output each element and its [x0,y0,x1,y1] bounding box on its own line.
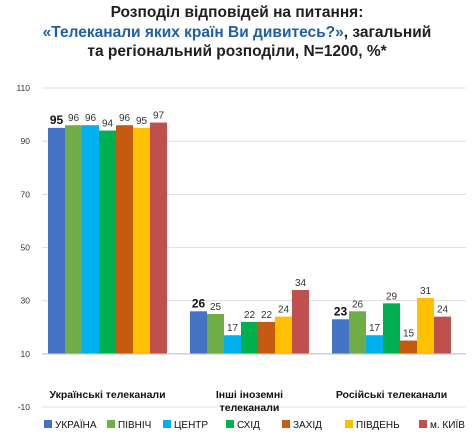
data-label: 96 [119,113,131,124]
y-tick-label: -10 [18,402,31,412]
bar [400,340,417,354]
category-label: Російські телеканали [336,389,447,401]
bar [292,290,309,354]
legend-label: СХІД [237,420,260,431]
y-tick-label: 30 [21,296,31,306]
y-tick-label: 70 [21,189,31,199]
category-label: телеканали [220,402,280,414]
legend-label: ПІВДЕНЬ [356,420,400,431]
data-label: 95 [50,113,64,127]
bar [241,321,258,354]
legend-label: ЗАХІД [293,420,322,431]
data-label: 94 [102,119,114,130]
bar [275,316,292,354]
title-line-1: Розподіл відповідей на питання: [110,4,364,21]
bar [150,122,167,354]
data-label: 22 [244,310,256,321]
legend-label: УКРАЇНА [55,419,97,431]
data-label: 31 [420,286,432,297]
title-line-2: «Телеканали яких країн Ви дивитесь?», за… [0,23,474,43]
data-label: 97 [153,111,165,122]
data-label: 22 [261,310,273,321]
legend-swatch [44,420,52,428]
bar [417,298,434,354]
y-tick-label: 50 [21,243,31,253]
bar [332,319,349,354]
legend-swatch [226,420,234,428]
data-label: 24 [278,305,290,316]
title-highlight: «Телеканали яких країн Ви дивитесь?» [42,23,344,41]
legend-swatch [107,420,115,428]
category-label: Інші іноземні [216,389,283,401]
bar [65,125,82,354]
data-label: 26 [192,296,206,310]
y-tick-label: 10 [21,349,31,359]
bar [48,127,65,354]
data-label: 26 [352,299,364,310]
data-label: 34 [295,278,307,289]
data-label: 96 [68,113,80,124]
bar [224,335,241,354]
legend-swatch [163,420,171,428]
legend-label: м. КИЇВ [430,419,465,431]
legend-swatch [345,420,353,428]
data-label: 95 [136,116,148,127]
data-label: 29 [386,291,398,302]
data-label: 25 [210,302,222,313]
y-tick-label: 110 [16,83,30,93]
data-label: 17 [227,323,239,334]
data-label: 17 [369,323,381,334]
legend-label: ПІВНІЧ [118,420,151,431]
data-label: 23 [334,304,348,318]
chart-title: Розподіл відповідей на питання: «Телекан… [0,3,474,62]
bar [82,125,99,354]
legend-swatch [419,420,427,428]
bar [190,311,207,354]
bar [258,321,275,354]
bar [116,125,133,354]
y-tick-label: 90 [21,136,31,146]
bar [99,130,116,354]
legend-swatch [282,420,290,428]
bar [133,127,150,354]
bar [366,335,383,354]
legend-label: ЦЕНТР [174,420,208,431]
data-label: 24 [437,305,449,316]
category-label: Українські телеканали [49,389,165,401]
bar [383,303,400,354]
bar [434,316,451,354]
bar [207,313,224,354]
data-label: 96 [85,113,97,124]
title-line-2-rest: , загальний [343,23,432,41]
title-line-3: та регіональний розподіли, N=1200, %* [87,43,387,60]
bar [349,311,366,354]
data-label: 15 [403,329,415,340]
